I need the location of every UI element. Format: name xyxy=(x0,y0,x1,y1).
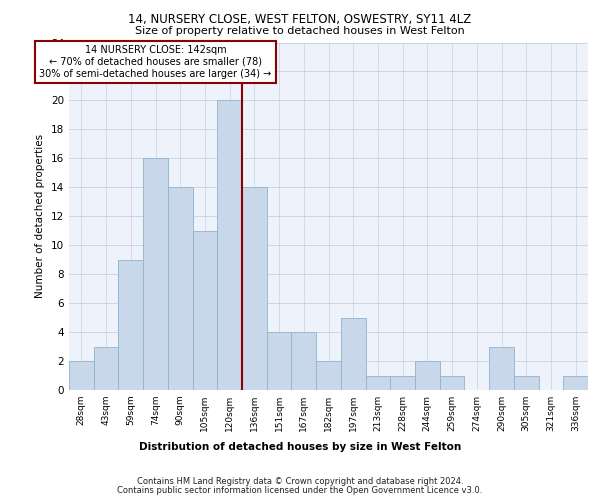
Bar xyxy=(217,100,242,390)
Bar xyxy=(514,376,539,390)
Bar xyxy=(365,376,390,390)
Text: Contains HM Land Registry data © Crown copyright and database right 2024.: Contains HM Land Registry data © Crown c… xyxy=(137,477,463,486)
Bar xyxy=(94,346,118,390)
Text: 14, NURSERY CLOSE, WEST FELTON, OSWESTRY, SY11 4LZ: 14, NURSERY CLOSE, WEST FELTON, OSWESTRY… xyxy=(128,12,472,26)
Text: Size of property relative to detached houses in West Felton: Size of property relative to detached ho… xyxy=(135,26,465,36)
Bar xyxy=(415,361,440,390)
Bar xyxy=(316,361,341,390)
Bar xyxy=(341,318,365,390)
Bar xyxy=(193,230,217,390)
Bar xyxy=(69,361,94,390)
Bar xyxy=(242,188,267,390)
Bar xyxy=(118,260,143,390)
Text: Contains public sector information licensed under the Open Government Licence v3: Contains public sector information licen… xyxy=(118,486,482,495)
Bar xyxy=(143,158,168,390)
Text: 14 NURSERY CLOSE: 142sqm
← 70% of detached houses are smaller (78)
30% of semi-d: 14 NURSERY CLOSE: 142sqm ← 70% of detach… xyxy=(40,46,272,78)
Bar xyxy=(563,376,588,390)
Bar xyxy=(292,332,316,390)
Bar xyxy=(168,188,193,390)
Bar xyxy=(390,376,415,390)
Text: Distribution of detached houses by size in West Felton: Distribution of detached houses by size … xyxy=(139,442,461,452)
Bar xyxy=(440,376,464,390)
Bar xyxy=(489,346,514,390)
Y-axis label: Number of detached properties: Number of detached properties xyxy=(35,134,46,298)
Bar xyxy=(267,332,292,390)
